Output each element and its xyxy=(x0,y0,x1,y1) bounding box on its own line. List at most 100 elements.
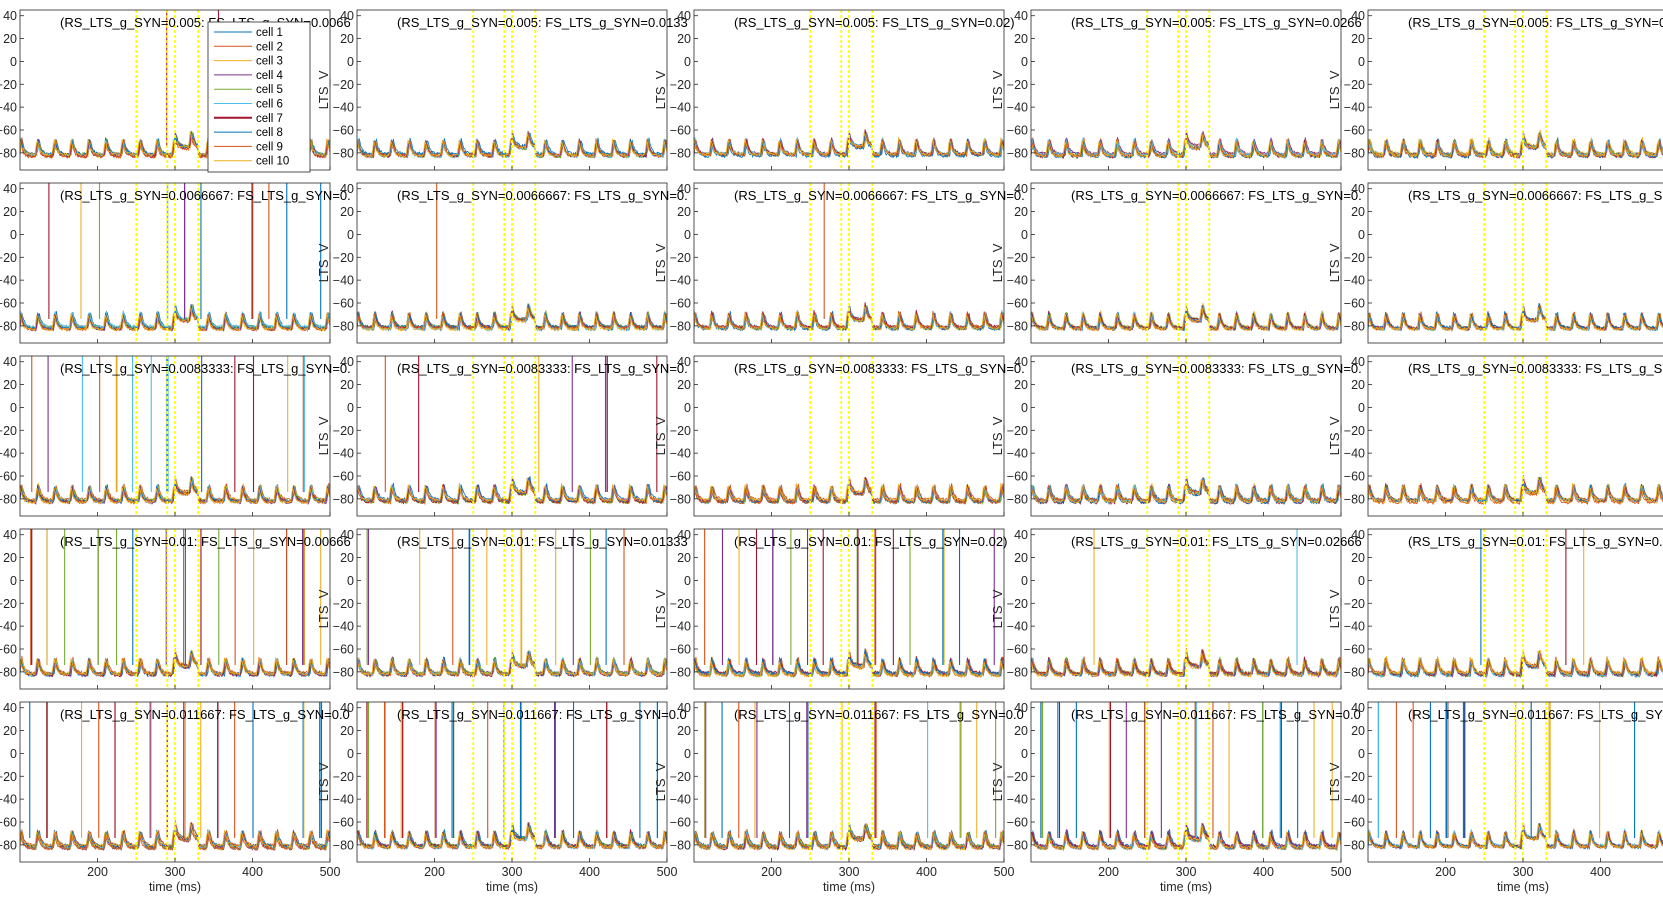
y-tick-label: −60 xyxy=(670,470,691,484)
y-axis-label: LTS_V xyxy=(990,70,1005,109)
y-tick-label: −60 xyxy=(0,124,17,138)
y-tick-label: −60 xyxy=(1007,643,1028,657)
y-tick-label: 40 xyxy=(677,701,691,715)
y-tick-label: 40 xyxy=(1351,355,1365,369)
panel-title: (RS_LTS_g_SYN=0.005: FS_LTS_g_SYN=0.0266 xyxy=(1071,15,1362,30)
y-tick-label: −20 xyxy=(1344,78,1365,92)
y-tick-label: 20 xyxy=(1351,551,1365,565)
y-tick-label: −40 xyxy=(670,447,691,461)
y-tick-label: 20 xyxy=(1351,378,1365,392)
legend-label-9: cell 9 xyxy=(256,141,283,153)
y-tick-label: −40 xyxy=(1344,447,1365,461)
y-tick-label: −20 xyxy=(1344,770,1365,784)
legend-label-2: cell 2 xyxy=(256,41,283,53)
legend-label-5: cell 5 xyxy=(256,84,283,96)
x-tick-label: 500 xyxy=(994,865,1015,879)
y-axis-label: LTS_V xyxy=(653,589,668,628)
y-tick-label: 40 xyxy=(1014,701,1028,715)
legend-label-7: cell 7 xyxy=(256,113,283,125)
y-tick-label: −40 xyxy=(0,793,17,807)
y-tick-label: −40 xyxy=(333,101,354,115)
y-tick-label: 40 xyxy=(3,9,17,23)
x-axis-label: time (ms) xyxy=(486,880,538,894)
y-tick-label: −60 xyxy=(333,470,354,484)
y-tick-label: 0 xyxy=(1358,747,1365,761)
y-axis-label: LTS_V xyxy=(653,70,668,109)
y-tick-label: 20 xyxy=(677,32,691,46)
panel-r4-c4: 40 20 0 −20 −40 −60 −80 LTS_V xyxy=(990,528,1342,690)
panel-r2-c3: 40 20 0 −20 −40 −60 −80 LTS_V xyxy=(653,182,1005,344)
y-tick-label: 0 xyxy=(1021,228,1028,242)
panel-r1-c4: 40 20 0 −20 −40 −60 −80 LTS_V xyxy=(990,9,1342,171)
panel-title: (RS_LTS_g_SYN=0.005: FS_LTS_g_SYN=0.02) xyxy=(734,15,1015,30)
x-tick-label: 300 xyxy=(502,865,523,879)
y-tick-label: −60 xyxy=(333,643,354,657)
y-tick-label: 40 xyxy=(677,355,691,369)
trace-cell-10 xyxy=(357,307,667,333)
spikes xyxy=(366,702,658,838)
y-tick-label: 0 xyxy=(10,401,17,415)
y-tick-label: 0 xyxy=(684,228,691,242)
y-tick-label: 0 xyxy=(347,747,354,761)
panel-r3-c3: 40 20 0 −20 −40 −60 −80 LTS_V xyxy=(653,355,1005,517)
y-tick-label: −80 xyxy=(1007,146,1028,160)
y-tick-label: −40 xyxy=(670,620,691,634)
y-tick-label: −80 xyxy=(1007,838,1028,852)
panel-title: (RS_LTS_g_SYN=0.0066667: FS_LTS_g_SYN=0. xyxy=(60,188,351,203)
x-tick-label: 500 xyxy=(1331,865,1352,879)
panel-title: (RS_LTS_g_SYN=0.01: FS_LTS_g_SYN=0.02666 xyxy=(1071,534,1362,549)
panel-r2-c2: 40 20 0 −20 −40 −60 −80 LTS_V xyxy=(316,182,668,344)
y-tick-label: −40 xyxy=(333,274,354,288)
y-axis-label: LTS_V xyxy=(653,762,668,801)
panel-r3-c4: 40 20 0 −20 −40 −60 −80 LTS_V xyxy=(990,355,1342,517)
y-tick-label: −20 xyxy=(1007,770,1028,784)
y-tick-label: 40 xyxy=(3,355,17,369)
y-tick-label: 0 xyxy=(10,574,17,588)
y-tick-label: −80 xyxy=(1344,492,1365,506)
x-tick-label: 300 xyxy=(1513,865,1534,879)
x-tick-label: 200 xyxy=(761,865,782,879)
y-axis-label: LTS_V xyxy=(990,589,1005,628)
y-tick-label: 20 xyxy=(1351,205,1365,219)
y-tick-label: 20 xyxy=(3,724,17,738)
traces xyxy=(1031,702,1341,852)
panel-r1-c5: 40 20 0 −20 −40 −60 −80 LTS_V xyxy=(1327,9,1663,171)
legend-label-10: cell 10 xyxy=(256,156,289,168)
y-tick-label: −80 xyxy=(333,146,354,160)
legend-label-6: cell 6 xyxy=(256,99,283,111)
y-tick-label: −80 xyxy=(333,319,354,333)
y-tick-label: 0 xyxy=(10,747,17,761)
y-tick-label: 0 xyxy=(684,574,691,588)
legend-label-3: cell 3 xyxy=(256,56,283,68)
x-tick-label: 400 xyxy=(579,865,600,879)
panel-r3-c2: 40 20 0 −20 −40 −60 −80 LTS_V xyxy=(316,355,668,517)
y-tick-label: 40 xyxy=(340,182,354,196)
y-tick-label: −20 xyxy=(670,597,691,611)
spikes xyxy=(384,356,658,492)
y-tick-label: −80 xyxy=(670,319,691,333)
panel-title: (RS_LTS_g_SYN=0.01: FS_LTS_g_SYN=0.01333 xyxy=(397,534,688,549)
y-tick-label: −80 xyxy=(1344,665,1365,679)
y-tick-label: 40 xyxy=(340,355,354,369)
panel-title: (RS_LTS_g_SYN=0.011667: FS_LTS_g_SYN=0.0 xyxy=(397,707,687,722)
y-tick-label: −80 xyxy=(0,665,17,679)
y-tick-label: −20 xyxy=(333,424,354,438)
y-tick-label: 20 xyxy=(340,378,354,392)
y-tick-label: 20 xyxy=(1014,551,1028,565)
panel-title: (RS_LTS_g_SYN=0.005: FS_LTS_g_SYN=0.0133 xyxy=(397,15,688,30)
trace-cell-10 xyxy=(1031,651,1341,679)
y-tick-label: 40 xyxy=(340,528,354,542)
y-tick-label: −80 xyxy=(0,319,17,333)
y-tick-label: −60 xyxy=(1344,297,1365,311)
trace-cell-10 xyxy=(694,826,1004,852)
panel-title: (RS_LTS_g_SYN=0.011667: FS_LTS_g_SYN=0.0 xyxy=(1071,707,1361,722)
y-tick-label: −40 xyxy=(0,274,17,288)
y-tick-label: 0 xyxy=(347,55,354,69)
y-tick-label: −40 xyxy=(670,101,691,115)
y-tick-label: −40 xyxy=(1344,620,1365,634)
spikes xyxy=(30,529,322,665)
y-tick-label: 0 xyxy=(1358,228,1365,242)
y-tick-label: 40 xyxy=(3,701,17,715)
y-axis-label: LTS_V xyxy=(990,243,1005,282)
